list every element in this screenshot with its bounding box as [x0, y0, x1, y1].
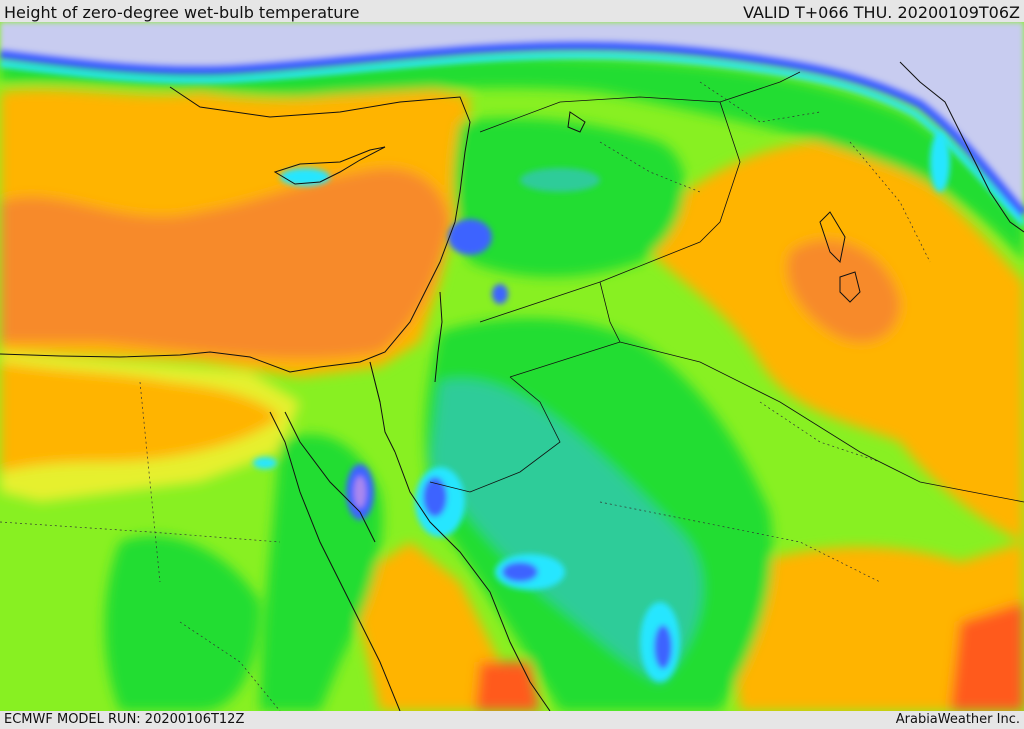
sudan-cyan: [253, 457, 277, 469]
lake-tuz: [567, 111, 586, 133]
cyan-edge: [0, 52, 1024, 227]
egypt-orange: [0, 362, 280, 472]
caspian-cyan: [930, 132, 950, 192]
valid-time: VALID T+066 THU. 20200109T06Z: [743, 3, 1020, 22]
iraq-cyan: [520, 168, 600, 192]
province-line-7: [849, 141, 931, 263]
west-green: [105, 535, 260, 711]
gulf-orange: [736, 542, 1024, 711]
blue-edge: [0, 40, 1024, 218]
mediterranean-coast: [0, 86, 471, 373]
syria-cold: [492, 284, 508, 304]
weather-map[interactable]: [0, 22, 1024, 711]
lake-urmia: [819, 211, 846, 264]
sinai-cold-core: [354, 476, 366, 508]
caspian-coast: [899, 61, 1024, 233]
levant-green: [453, 118, 685, 277]
suez-gulf: [284, 411, 376, 543]
mediterranean-hot-core: [0, 168, 450, 359]
cyprus-cyan: [280, 168, 330, 186]
cold-pockets: [253, 132, 950, 682]
iraq-orange: [650, 140, 1024, 542]
ice-zone: [0, 22, 1024, 212]
cold-band: [0, 22, 1024, 227]
coastlines: [0, 61, 1024, 711]
field-layers: [0, 55, 1024, 711]
province-line-3: [599, 501, 881, 583]
iran-hot: [787, 240, 900, 342]
borders: [369, 71, 1024, 503]
hejaz-cold: [423, 477, 447, 517]
syria-iraq-border: [479, 281, 621, 343]
credit: ArabiaWeather Inc.: [895, 712, 1020, 727]
red-sea-east: [394, 451, 551, 711]
lake-van: [839, 271, 861, 303]
sudan-red: [475, 662, 540, 711]
model-run: ECMWF MODEL RUN: 20200106T12Z: [4, 712, 245, 727]
jordan-saudi-border: [429, 376, 561, 493]
yemen-cold: [654, 625, 672, 669]
dead-sea: [434, 291, 443, 383]
province-lines: [0, 81, 931, 711]
egypt-border-east: [369, 361, 381, 403]
header-bar: Height of zero-degree wet-bulb temperatu…: [0, 0, 1024, 22]
province-line-1: [0, 521, 281, 543]
iraq-iran-border: [599, 101, 741, 283]
map-title: Height of zero-degree wet-bulb temperatu…: [4, 3, 360, 22]
sudan-orange: [350, 542, 520, 711]
gulf-red: [950, 602, 1024, 711]
cyprus-coast: [273, 146, 386, 185]
turkey-border: [479, 71, 801, 133]
saudi-teal: [430, 379, 702, 682]
lebanon-cold: [448, 219, 492, 255]
north-band-green: [0, 55, 1024, 263]
asir-cold: [502, 562, 538, 582]
footer-bar: ECMWF MODEL RUN: 20200106T12Z ArabiaWeat…: [0, 711, 1024, 729]
red-sea-west: [269, 411, 401, 711]
province-line-2: [139, 381, 161, 583]
